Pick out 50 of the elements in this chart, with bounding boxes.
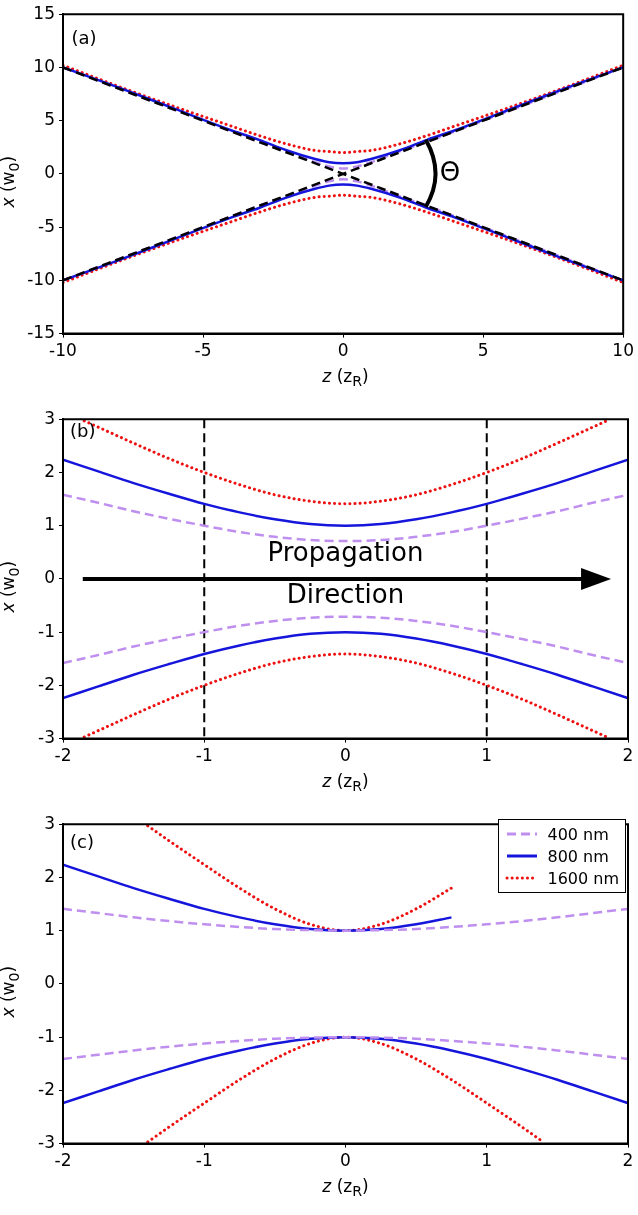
y-tick-label: 5 xyxy=(44,109,55,130)
x-tick-label: -5 xyxy=(194,340,212,361)
line-series xyxy=(63,1035,628,1105)
x-tick-label: 2 xyxy=(622,745,634,766)
y-tick-label: 1 xyxy=(44,919,55,940)
y-tick-label: -10 xyxy=(27,268,55,289)
y-tick-label: -1 xyxy=(38,620,55,641)
line-series xyxy=(63,907,628,932)
y-tick-label: 3 xyxy=(44,407,55,428)
x-axis-title: z (z$_{R}$) xyxy=(321,771,370,795)
x-axis-title: z (z$_{R}$) xyxy=(321,1176,370,1200)
x-tick-label: 0 xyxy=(340,745,351,766)
line-series xyxy=(82,652,609,739)
legend-label: 1600 nm xyxy=(547,868,619,888)
y-tick-label: 0 xyxy=(44,567,55,588)
y-tick-label: -2 xyxy=(38,673,55,694)
x-axis-title: z (z$_{R}$) xyxy=(321,366,370,390)
y-tick-label: 2 xyxy=(44,460,55,481)
x-tick-label: 1 xyxy=(481,1150,493,1171)
annotation: (c) xyxy=(70,831,95,853)
x-tick-label: 1 xyxy=(481,745,493,766)
y-tick-label: -15 xyxy=(27,322,55,343)
x-tick-label: 10 xyxy=(612,340,634,361)
annotation: (a) xyxy=(71,27,97,49)
annotation: Θ xyxy=(439,156,461,187)
y-tick-label: 1 xyxy=(44,514,55,535)
line-series xyxy=(63,1035,628,1061)
annotation: Propagation Direction xyxy=(267,536,424,609)
y-tick-label: 0 xyxy=(44,162,55,183)
legend-label: 400 nm xyxy=(547,824,609,844)
legend-label: 800 nm xyxy=(547,846,609,866)
y-tick-label: -1 xyxy=(38,1025,55,1046)
y-tick-label: 2 xyxy=(44,865,55,886)
y-tick-label: -2 xyxy=(38,1078,55,1099)
x-tick-label: -1 xyxy=(195,745,213,766)
x-tick-label: 0 xyxy=(337,340,349,361)
y-tick-label: 10 xyxy=(33,55,55,76)
y-tick-label: 15 xyxy=(33,2,55,23)
x-tick-label: 0 xyxy=(340,1150,351,1171)
line-series xyxy=(63,630,628,700)
x-tick-label: 5 xyxy=(477,340,489,361)
y-tick-label: 0 xyxy=(44,972,55,993)
x-tick-label: -1 xyxy=(195,1150,213,1171)
annotation: (b) xyxy=(70,420,96,442)
y-tick-label: -3 xyxy=(38,727,55,748)
y-tick-label: -5 xyxy=(38,215,55,236)
line-series xyxy=(63,458,628,527)
y-tick-label: 3 xyxy=(44,812,55,833)
y-tick-label: -3 xyxy=(38,1132,55,1153)
x-tick-label: 2 xyxy=(622,1150,634,1171)
